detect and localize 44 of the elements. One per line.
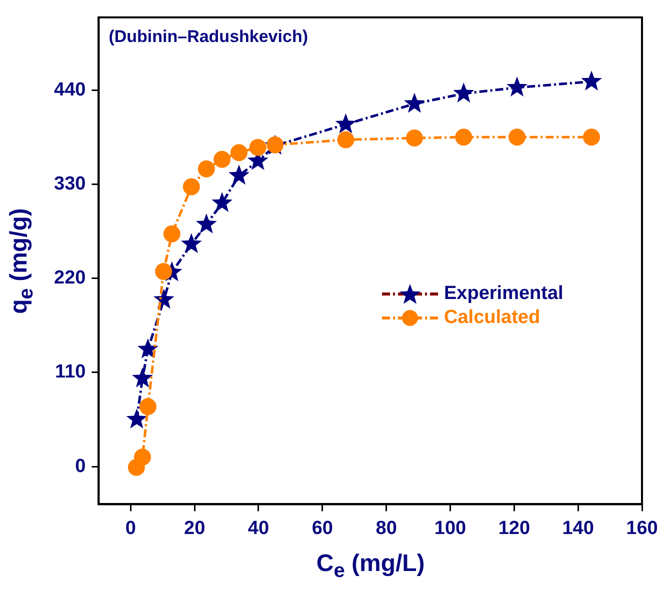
point (212, 192, 233, 212)
y-tick-label: 440 (54, 79, 86, 100)
point (134, 448, 151, 466)
x-tick-label: 60 (312, 518, 333, 539)
point (337, 131, 354, 148)
point (455, 128, 472, 146)
x-tick-label: 160 (626, 518, 658, 539)
point (583, 128, 600, 146)
point (581, 70, 602, 90)
x-tick-label: 100 (434, 518, 466, 539)
point (132, 367, 153, 388)
x-tick-label: 120 (498, 518, 530, 539)
y-tick-label: 330 (54, 173, 86, 194)
y-tick-label: 110 (55, 362, 86, 383)
point (230, 144, 248, 162)
point (155, 262, 172, 280)
x-tick-label: 20 (184, 518, 206, 539)
text: (Dubinin–Radushkevich) (108, 27, 308, 48)
point (453, 82, 474, 102)
x-axis-title: C$_{e}$ (mg/L) (316, 550, 425, 583)
point (163, 225, 180, 242)
y-tick-label: 220 (54, 268, 86, 289)
point (198, 160, 215, 178)
point (196, 213, 217, 234)
point (508, 128, 526, 146)
legend-label: Experimental (444, 282, 564, 305)
point (214, 150, 231, 168)
point (228, 164, 250, 185)
point (137, 338, 158, 358)
point (139, 398, 156, 416)
point (404, 92, 425, 113)
point (506, 76, 528, 96)
x-tick-label: 0 (125, 518, 136, 539)
point (126, 408, 148, 428)
x-tick-label: 80 (376, 518, 397, 539)
y-tick-label: 0 (75, 456, 86, 477)
point (182, 178, 200, 196)
x-tick-label: 40 (248, 518, 270, 539)
point (406, 130, 423, 147)
point (249, 138, 266, 156)
point (180, 233, 202, 254)
point (335, 113, 356, 134)
legend-label: Calculated (444, 306, 540, 329)
x-tick-label: 140 (562, 518, 594, 539)
